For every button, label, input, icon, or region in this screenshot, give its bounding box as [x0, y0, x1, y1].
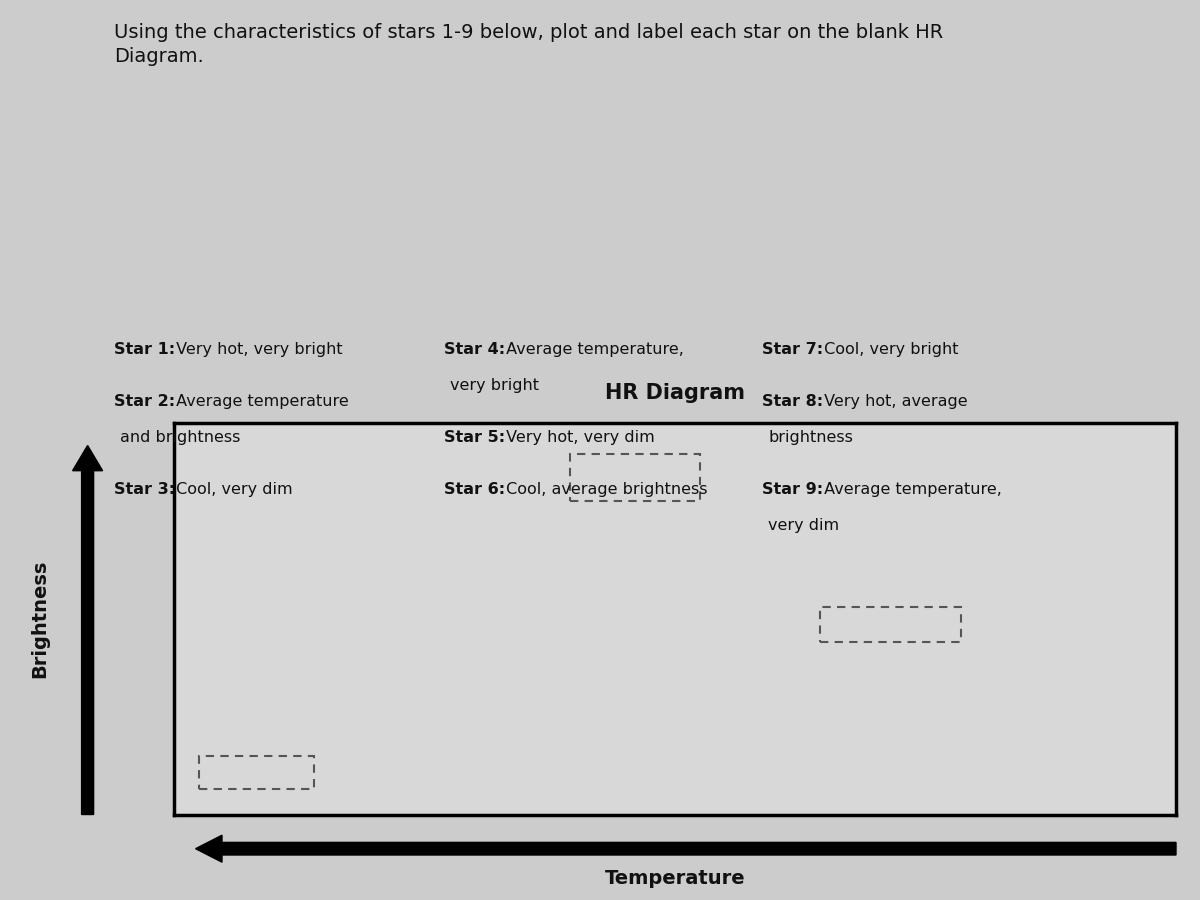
Text: Temperature: Temperature [605, 868, 745, 887]
Bar [199, 756, 314, 789]
Text: Using the characteristics of stars 1-9 below, plot and label each star on the bl: Using the characteristics of stars 1-9 b… [114, 22, 943, 41]
Text: and brightness: and brightness [120, 430, 240, 446]
Text: Star 8:: Star 8: [762, 394, 823, 410]
Text: Star 9:: Star 9: [762, 482, 823, 498]
Text: Very hot, average: Very hot, average [818, 394, 967, 410]
Text: Star 1:: Star 1: [114, 342, 175, 357]
Text: Brightness: Brightness [30, 560, 49, 678]
Text: Cool, very dim: Cool, very dim [172, 482, 293, 498]
Text: very bright: very bright [450, 378, 539, 393]
Text: Star 6:: Star 6: [444, 482, 505, 498]
Text: Cool, very bright: Cool, very bright [818, 342, 959, 357]
Text: Star 7:: Star 7: [762, 342, 823, 357]
Bar [821, 607, 960, 643]
Text: brightness: brightness [768, 430, 853, 446]
Text: HR Diagram: HR Diagram [605, 383, 745, 403]
Text: Average temperature,: Average temperature, [818, 482, 1002, 498]
Text: Diagram.: Diagram. [114, 47, 204, 66]
Text: Star 5:: Star 5: [444, 430, 505, 446]
Text: Very hot, very dim: Very hot, very dim [502, 430, 655, 446]
Text: Average temperature,: Average temperature, [502, 342, 684, 357]
Text: Average temperature: Average temperature [172, 394, 349, 410]
Text: very dim: very dim [768, 518, 839, 534]
Text: Very hot, very bright: Very hot, very bright [172, 342, 343, 357]
Text: Star 4:: Star 4: [444, 342, 505, 357]
Text: Star 2:: Star 2: [114, 394, 175, 410]
Text: Star 3:: Star 3: [114, 482, 175, 498]
Bar [570, 454, 700, 501]
Text: Cool, average brightness: Cool, average brightness [502, 482, 708, 498]
